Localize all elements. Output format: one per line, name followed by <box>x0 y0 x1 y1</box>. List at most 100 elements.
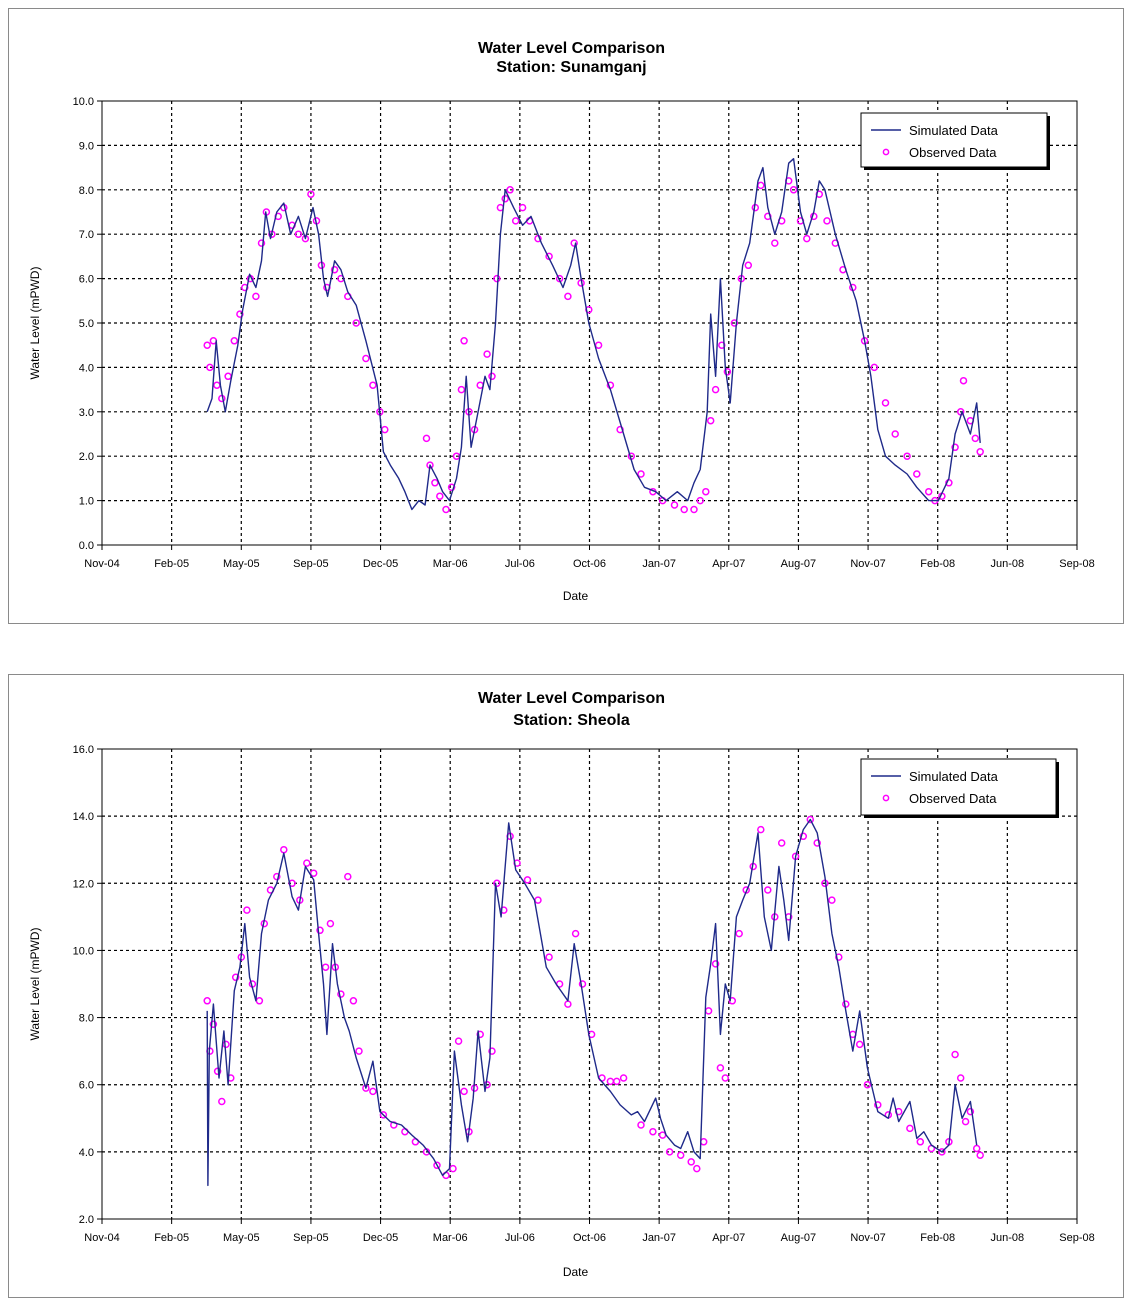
observed-point <box>728 997 737 1005</box>
observed-point <box>209 1020 218 1029</box>
observed-point <box>362 1084 370 1092</box>
observed-point <box>735 929 743 938</box>
observed-point <box>493 879 501 888</box>
y-tick-label: 14.0 <box>73 811 94 823</box>
x-tick-label: Apr-07 <box>712 558 745 570</box>
x-tick-label: Jan-07 <box>642 558 676 570</box>
x-axis-label: Date <box>563 1265 589 1279</box>
x-tick-label: Oct-06 <box>573 558 606 570</box>
x-tick-label: Mar-06 <box>433 1232 468 1244</box>
y-tick-label: 3.0 <box>79 407 94 419</box>
observed-point <box>433 1161 441 1170</box>
observed-point <box>369 381 377 389</box>
observed-point <box>863 1080 872 1089</box>
observed-point <box>702 487 710 496</box>
observed-point <box>326 919 335 928</box>
observed-point <box>241 283 249 292</box>
x-tick-label: Apr-07 <box>712 1232 745 1244</box>
observed-point <box>803 234 811 243</box>
observed-point <box>511 217 520 225</box>
chart-subtitle: Station: Sheola <box>513 712 630 729</box>
observed-point <box>616 425 624 434</box>
observed-point <box>203 997 211 1005</box>
observed-point <box>294 230 303 238</box>
observed-point <box>757 825 765 834</box>
observed-point <box>301 234 310 243</box>
legend: Simulated Data Observed Data <box>860 112 1050 170</box>
legend-marker-swatch <box>882 148 890 156</box>
observed-point <box>956 1074 965 1082</box>
observed-point <box>799 832 808 841</box>
chart-sheola: Water Level Comparison Station: Sheola 2.0… <box>28 690 1095 1279</box>
observed-point <box>303 859 311 867</box>
observed-point <box>823 217 831 225</box>
x-tick-label: Nov-07 <box>850 1232 885 1244</box>
x-tick-label: Sep-05 <box>293 1232 328 1244</box>
legend-label-simulated: Simulated Data <box>909 769 999 784</box>
observed-point <box>564 292 572 301</box>
observed-point <box>959 376 968 385</box>
x-tick-label: Aug-07 <box>781 1232 816 1244</box>
observed-point <box>971 434 980 443</box>
observed-point <box>257 239 266 247</box>
y-tick-label: 2.0 <box>79 451 94 463</box>
x-tick-label: Jun-08 <box>991 558 1025 570</box>
observed-point <box>637 470 645 478</box>
x-tick-label: Feb-05 <box>154 1232 189 1244</box>
y-tick-label: 8.0 <box>79 1013 94 1025</box>
observed-point <box>442 505 450 514</box>
observed-point <box>571 929 580 938</box>
observed-point <box>771 239 779 247</box>
x-tick-label: Mar-06 <box>433 558 468 570</box>
observed-point <box>518 203 527 212</box>
legend-label-observed: Observed Data <box>909 145 997 160</box>
x-tick-label: Dec-05 <box>363 558 398 570</box>
observed-point <box>349 997 358 1005</box>
observed-point <box>951 443 959 452</box>
observed-point <box>649 1127 657 1136</box>
x-tick-label: Aug-07 <box>781 558 816 570</box>
observed-point <box>690 505 698 514</box>
observed-point <box>369 1087 377 1096</box>
observed-point <box>523 876 532 884</box>
chart-panel-sheola: Water Level Comparison Station: Sheola 2.0… <box>8 674 1124 1298</box>
observed-point <box>744 261 753 270</box>
observed-point <box>870 363 879 372</box>
observed-point <box>218 1097 226 1106</box>
observed-point <box>379 1111 388 1119</box>
y-tick-label: 2.0 <box>79 1214 94 1226</box>
x-tick-label: Sep-08 <box>1059 558 1094 570</box>
observed-point <box>828 896 836 904</box>
observed-point <box>344 872 352 881</box>
observed-point <box>309 869 318 877</box>
observed-point <box>680 505 688 514</box>
simulated-series-line <box>206 818 978 1187</box>
x-tick-label: Oct-06 <box>573 1232 606 1244</box>
observed-point <box>454 1037 463 1045</box>
observed-point <box>431 479 439 487</box>
observed-point <box>230 337 239 345</box>
observed-point <box>447 483 456 492</box>
observed-point <box>721 1074 730 1082</box>
y-axis-label: Water Level (mPWD) <box>28 928 42 1041</box>
chart-title: Water Level Comparison <box>478 40 665 57</box>
observed-point <box>506 186 514 194</box>
x-tick-label: Nov-04 <box>84 1232 119 1244</box>
observed-point <box>806 815 815 824</box>
observed-point <box>307 190 315 198</box>
x-tick-label: Jun-08 <box>991 1232 1025 1244</box>
y-tick-label: 7.0 <box>79 229 94 241</box>
observed-point <box>252 292 260 301</box>
observed-point <box>693 1164 701 1173</box>
observed-point <box>460 337 468 345</box>
observed-point <box>972 1144 981 1153</box>
observed-point <box>619 1074 628 1082</box>
observed-point <box>273 872 281 881</box>
observed-point <box>321 963 330 971</box>
y-tick-label: 8.0 <box>79 185 94 197</box>
observed-point <box>460 1087 468 1096</box>
observed-point <box>777 839 786 847</box>
chart-panel-sunamganj: Water Level Comparison Station: Sunamganj… <box>8 8 1124 624</box>
observed-point <box>570 239 578 247</box>
x-tick-label: Feb-05 <box>154 558 189 570</box>
